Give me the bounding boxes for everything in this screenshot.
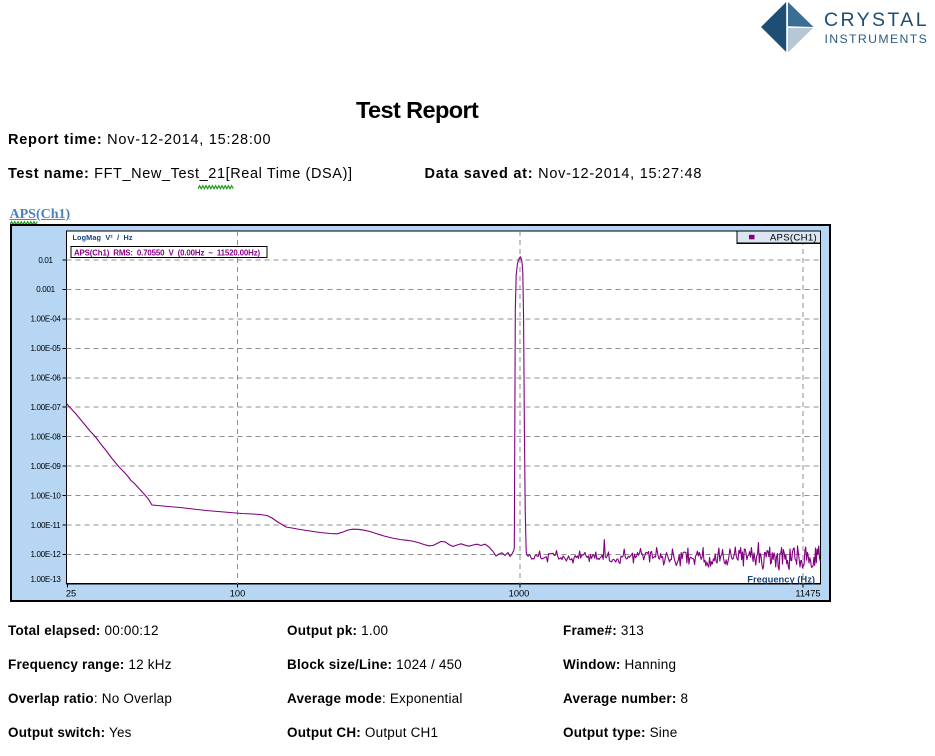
svg-text:1.00E-07: 1.00E-07 (30, 403, 61, 412)
svg-text:1.00E-04: 1.00E-04 (30, 315, 61, 324)
svg-text:INSTRUMENTS: INSTRUMENTS (825, 32, 929, 46)
svg-text:1.00E-12: 1.00E-12 (30, 550, 61, 559)
svg-text:0.01: 0.01 (38, 256, 53, 265)
svg-text:1.00E-09: 1.00E-09 (30, 462, 61, 471)
svg-text:1.00E-05: 1.00E-05 (30, 344, 61, 353)
svg-text:APS(CH1): APS(CH1) (770, 233, 817, 244)
svg-text:LogMag V² / Hz: LogMag V² / Hz (73, 233, 133, 242)
svg-text:1.00E-13: 1.00E-13 (30, 575, 61, 584)
svg-text:Frequency (Hz): Frequency (Hz) (747, 573, 815, 584)
svg-text:APS(Ch1) RMS: 0.70550 V (0: APS(Ch1) RMS: 0.70550 V (0.00Hz ~ 11520.… (74, 248, 260, 257)
svg-text:1.00E-06: 1.00E-06 (30, 374, 61, 383)
svg-text:25: 25 (66, 589, 76, 599)
svg-text:1.00E-08: 1.00E-08 (30, 432, 61, 441)
svg-text:0.001: 0.001 (36, 285, 55, 294)
svg-text:100: 100 (230, 589, 246, 599)
svg-text:11475: 11475 (795, 589, 820, 599)
svg-text:1.00E-10: 1.00E-10 (30, 491, 61, 500)
svg-text:CRYSTAL: CRYSTAL (824, 9, 929, 31)
svg-text:1000: 1000 (509, 589, 530, 599)
svg-text:1.00E-11: 1.00E-11 (31, 521, 61, 530)
